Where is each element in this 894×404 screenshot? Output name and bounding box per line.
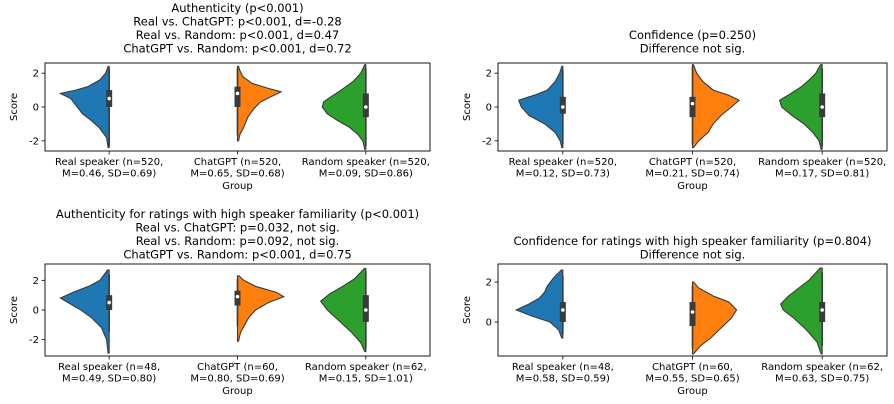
x-tick-label: Random speaker (n=520, (758, 157, 886, 168)
violin-median-dot (364, 308, 368, 312)
violin-3 (322, 65, 366, 150)
y-axis-label: Score (9, 93, 20, 121)
x-tick-label: M=0.49, SD=0.80) (62, 374, 156, 385)
chart-panel-1: Authenticity (p<0.001)Real vs. ChatGPT: … (9, 1, 430, 192)
y-tick-label: 0 (33, 306, 39, 317)
x-tick-label: Random speaker (n=520, (302, 157, 430, 168)
y-tick-label: 0 (33, 103, 39, 114)
x-tick-label: Real speaker (n=48, (58, 362, 160, 373)
x-tick-label: Real speaker (n=520, (509, 157, 617, 168)
chart-title-line: ChatGPT vs. Random: p<0.001, d=0.72 (123, 42, 351, 56)
x-tick-label: M=0.12, SD=0.73) (516, 169, 610, 180)
y-tick-label: 0 (486, 103, 492, 114)
violin-1 (516, 270, 563, 338)
x-axis-label: Group (222, 181, 252, 192)
x-tick-label: Real speaker (n=520, (55, 157, 163, 168)
chart-title-line: Confidence (p=0.250) (629, 28, 756, 42)
violin-median-dot (691, 102, 695, 106)
y-tick-label: 0 (486, 318, 492, 329)
x-tick-label: ChatGPT (n=60, (652, 362, 733, 373)
x-tick-label: M=0.58, SD=0.59) (516, 374, 610, 385)
x-tick-label: M=0.09, SD=0.86) (319, 169, 413, 180)
chart-title-line: Authenticity for ratings with high speak… (56, 207, 419, 221)
violin-median-dot (561, 308, 565, 312)
y-axis-label: Score (9, 296, 20, 324)
violin-3 (781, 268, 822, 354)
violin-2 (238, 66, 282, 140)
violin-iqr-box (690, 97, 696, 117)
violin-median-dot (236, 295, 240, 299)
violin-median-dot (107, 301, 111, 305)
x-tick-label: Real speaker (n=48, (512, 362, 614, 373)
x-tick-label: ChatGPT (n=520, (649, 157, 736, 168)
violin-median-dot (236, 92, 240, 96)
y-axis-label: Score (462, 296, 473, 324)
violin-1 (519, 66, 563, 147)
violin-3 (321, 268, 366, 351)
violin-median-dot (820, 308, 824, 312)
x-tick-label: M=0.21, SD=0.74) (645, 169, 739, 180)
x-tick-label: M=0.80, SD=0.69) (190, 374, 284, 385)
x-axis-label: Group (222, 386, 252, 397)
y-axis-label: Score (462, 93, 473, 121)
chart-title-line: Real vs. Random: p=0.092, not sig. (136, 234, 340, 248)
violin-iqr-box (819, 302, 825, 322)
x-tick-label: ChatGPT (n=60, (197, 362, 278, 373)
y-tick-label: 2 (486, 278, 492, 289)
chart-panel-3: Authenticity for ratings with high speak… (9, 207, 430, 397)
chart-panel-4: Confidence for ratings with high speaker… (462, 234, 887, 397)
x-tick-label: M=0.15, SD=1.01) (319, 374, 413, 385)
chart-title-line: Real vs. ChatGPT: p=0.032, not sig. (135, 221, 339, 235)
violin-median-dot (561, 105, 565, 109)
x-tick-label: Random speaker (n=62, (305, 362, 427, 373)
chart-title-line: Confidence for ratings with high speaker… (513, 234, 871, 248)
chart-title-line: Authenticity (p<0.001) (171, 1, 303, 15)
y-tick-label: 2 (486, 69, 492, 80)
chart-title-line: Real vs. Random: p<0.001, d=0.47 (136, 28, 339, 42)
violin-iqr-box (235, 87, 241, 107)
y-tick-label: -2 (29, 136, 39, 147)
violin-2 (238, 276, 284, 341)
x-tick-label: M=0.63, SD=0.75) (775, 374, 869, 385)
x-tick-label: ChatGPT (n=520, (194, 157, 281, 168)
x-tick-label: Random speaker (n=62, (761, 362, 883, 373)
violin-median-dot (107, 97, 111, 101)
violin-iqr-box (560, 302, 566, 322)
violin-iqr-box (690, 302, 696, 326)
y-tick-label: -2 (482, 136, 492, 147)
chart-title-line: Real vs. ChatGPT: p<0.001, d=-0.28 (133, 15, 341, 29)
chart-title-line: Difference not sig. (640, 248, 746, 262)
x-tick-label: M=0.65, SD=0.68) (190, 169, 284, 180)
x-axis-label: Group (677, 386, 707, 397)
x-tick-label: M=0.55, SD=0.65) (645, 374, 739, 385)
y-tick-label: 2 (33, 276, 39, 287)
y-tick-label: 2 (33, 69, 39, 80)
x-tick-label: M=0.46, SD=0.69) (62, 169, 156, 180)
chart-title-line: Difference not sig. (640, 42, 746, 56)
x-tick-label: M=0.17, SD=0.81) (775, 169, 869, 180)
chart-panel-2: Confidence (p=0.250)Difference not sig. R… (462, 28, 887, 192)
violin-1 (60, 270, 109, 353)
violin-median-dot (364, 105, 368, 109)
violin-1 (60, 66, 109, 147)
x-axis-label: Group (677, 181, 707, 192)
violin-2 (693, 282, 737, 354)
violin-3 (780, 65, 823, 150)
violin-median-dot (691, 310, 695, 314)
violin-median-dot (820, 105, 824, 109)
chart-title-line: ChatGPT vs. Random: p<0.001, d=0.75 (123, 248, 351, 262)
violin-2 (693, 65, 740, 148)
y-tick-label: -2 (29, 335, 39, 346)
